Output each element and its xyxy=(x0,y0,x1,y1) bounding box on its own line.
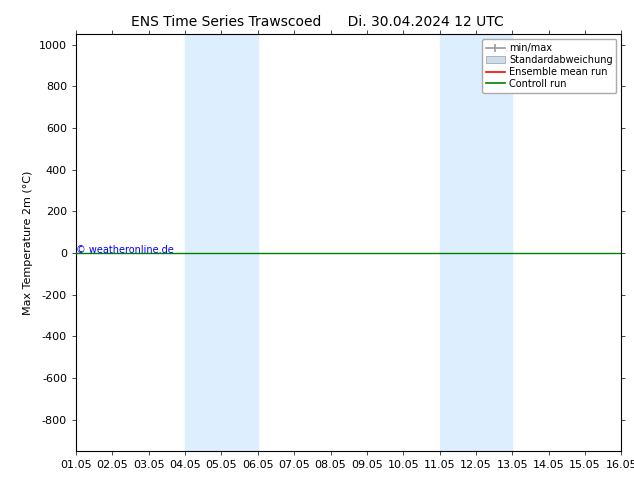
Text: © weatheronline.de: © weatheronline.de xyxy=(77,245,174,255)
Legend: min/max, Standardabweichung, Ensemble mean run, Controll run: min/max, Standardabweichung, Ensemble me… xyxy=(482,39,616,93)
Bar xyxy=(185,34,258,451)
Text: ENS Time Series Trawscoed      Di. 30.04.2024 12 UTC: ENS Time Series Trawscoed Di. 30.04.2024… xyxy=(131,15,503,29)
Bar xyxy=(439,34,512,451)
Y-axis label: Max Temperature 2m (°C): Max Temperature 2m (°C) xyxy=(23,171,34,315)
